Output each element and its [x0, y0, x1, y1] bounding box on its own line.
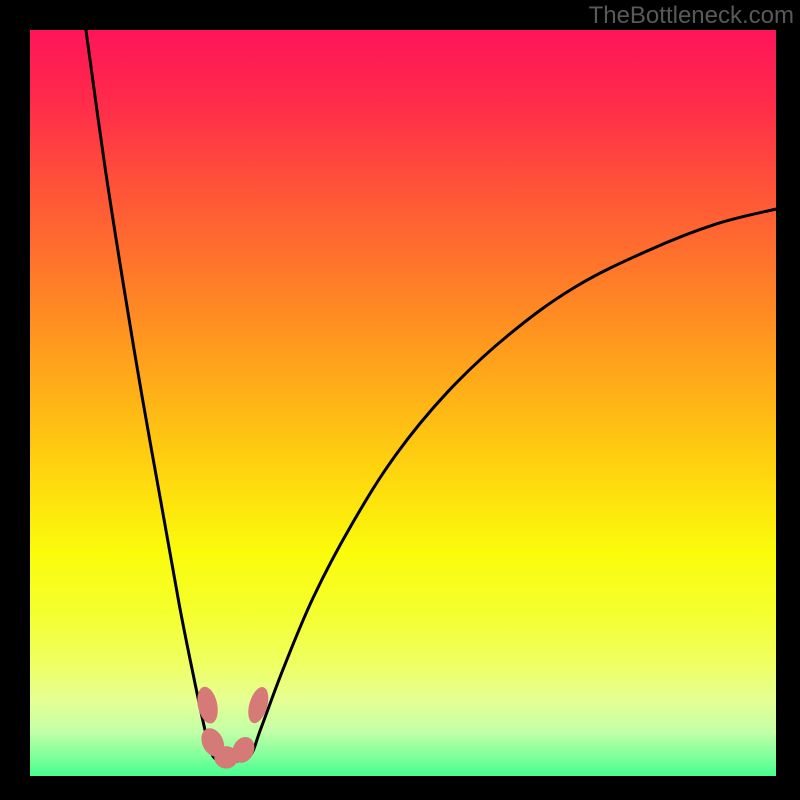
plot-area	[30, 30, 776, 776]
curve-layer	[30, 30, 776, 776]
watermark-text: TheBottleneck.com	[589, 2, 794, 30]
curve-marker	[245, 685, 272, 726]
curve-marker	[194, 685, 221, 726]
bottleneck-curve	[86, 30, 776, 762]
